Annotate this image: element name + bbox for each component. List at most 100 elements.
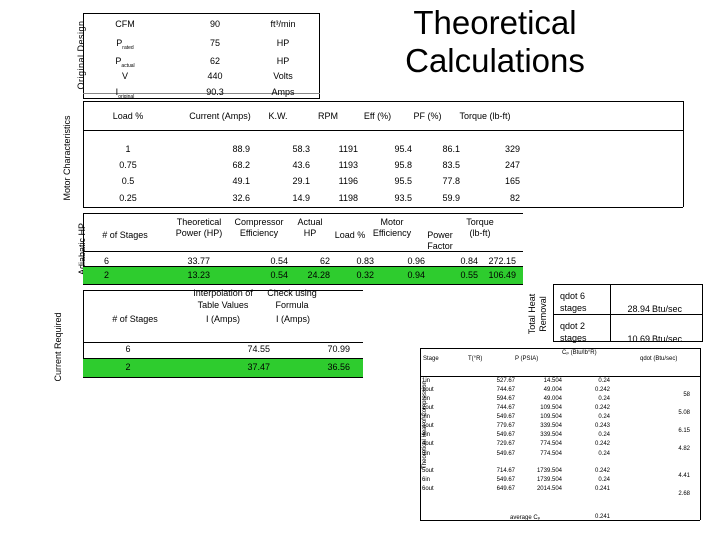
motor-cell: 83.5	[442, 160, 460, 170]
hc-stage-cell: 3in	[422, 414, 431, 420]
heat-removal-table	[553, 284, 703, 342]
hc-pressure-cell: 109.504	[540, 414, 562, 420]
adiabatic-cell: 62	[319, 256, 330, 266]
hc-temp-cell: 549.67	[496, 432, 515, 438]
hc-cp-cell: 0.24	[598, 432, 610, 438]
adiabatic-cell: 6	[104, 256, 110, 266]
adiabatic-header-cell: Motor Efficiency	[372, 217, 412, 238]
od-value: 90.3	[206, 87, 224, 97]
motor-cell: 93.5	[394, 193, 412, 203]
hc-qdot-cell: 6.15	[678, 428, 690, 434]
motor-cell: 82	[509, 193, 520, 203]
current-formula-cell: 70.99	[327, 344, 350, 354]
hc-pressure-cell: 339.504	[540, 423, 562, 429]
average-cp-label: average Cₚ	[510, 515, 541, 521]
hc-temp-cell: 527.67	[496, 378, 515, 384]
adiabatic-cell: 0.54	[270, 256, 288, 266]
od-param-label: Ioriginal	[115, 87, 135, 100]
hc-qdot-cell: 2.68	[678, 491, 690, 497]
hc-pressure-cell: 339.504	[540, 432, 562, 438]
motor-cell: 0.25	[119, 193, 137, 203]
od-unit: HP	[276, 56, 290, 66]
original-design-side-label: Original Design	[76, 20, 86, 90]
motor-cell: 49.1	[232, 176, 250, 186]
hc-temp-cell: 744.67	[496, 405, 515, 411]
hc-pressure-cell: 49.004	[543, 387, 562, 393]
current-interp-cell: 37.47	[247, 362, 270, 372]
heat-removal-unit: Btu/sec	[652, 304, 683, 314]
hc-header-cell: Stage	[423, 356, 439, 362]
motor-cell: 1191	[338, 144, 358, 154]
heat-removal-value: 10.69	[627, 334, 650, 344]
adiabatic-cell: 0.84	[460, 256, 478, 266]
hc-cp-cell: 0.241	[594, 486, 610, 492]
hc-stage-cell: 2out	[422, 405, 434, 411]
motor-cell: 86.1	[442, 144, 460, 154]
hc-pressure-cell: 1739.504	[536, 468, 562, 474]
motor-cell: 0.5	[121, 176, 135, 186]
hc-pressure-cell: 109.504	[540, 405, 562, 411]
adiabatic-cell: 0.96	[407, 256, 425, 266]
current-header-cell: Interpolation of Table Values	[193, 288, 253, 310]
heat-removal-value: 28.94	[627, 304, 650, 314]
hc-qdot-cell: 5.08	[678, 410, 690, 416]
current-side-label: Current Required	[53, 312, 63, 382]
current-header-cell: I (Amps)	[205, 314, 240, 324]
hc-stage-cell: 5out	[422, 468, 434, 474]
hc-stage-cell: 6out	[422, 486, 434, 492]
adiabatic-header-cell: Actual HP	[297, 217, 323, 238]
motor-cell: 43.6	[292, 160, 310, 170]
original-design-table	[83, 13, 320, 99]
motor-cell: 95.4	[394, 144, 412, 154]
hc-header-cell: qdot (Btu/sec)	[640, 356, 678, 362]
motor-cell: 29.1	[292, 176, 310, 186]
motor-cell: 1	[125, 144, 131, 154]
hc-pressure-cell: 1739.504	[536, 477, 562, 483]
hc-qdot-cell: 4.82	[678, 446, 690, 452]
od-value: 62	[209, 56, 220, 66]
motor-cell: 0.75	[119, 160, 137, 170]
adiabatic-cell: 0.32	[356, 270, 374, 280]
adiabatic-cell: 272.15	[488, 256, 516, 266]
hc-temp-cell: 744.67	[496, 387, 515, 393]
od-param-label: Pactual	[115, 56, 135, 69]
hc-cp-cell: 0.242	[594, 387, 610, 393]
hc-pressure-cell: 14.504	[543, 378, 562, 384]
od-unit: Amps	[271, 87, 295, 97]
motor-cell: 1198	[338, 193, 358, 203]
od-unit: Volts	[273, 71, 293, 81]
hc-stage-cell: 1out	[422, 387, 434, 393]
adiabatic-header-cell: Load %	[334, 230, 366, 240]
current-stages-cell: 2	[125, 362, 131, 372]
hc-cp-cell: 0.242	[594, 441, 610, 447]
motor-side-label: Motor Characteristics	[62, 115, 72, 201]
od-unit: ft³/min	[270, 19, 296, 29]
od-value: 90	[209, 19, 220, 29]
hc-cp-cell: 0.24	[598, 396, 610, 402]
motor-cell: 247	[504, 160, 520, 170]
hc-pressure-cell: 49.004	[543, 396, 562, 402]
adiabatic-header-cell: # of Stages	[102, 230, 148, 240]
motor-cell: 32.6	[232, 193, 250, 203]
hc-pressure-cell: 774.504	[540, 451, 562, 457]
current-interp-cell: 74.55	[247, 344, 270, 354]
hc-cp-cell: 0.24	[598, 477, 610, 483]
od-value: 440	[207, 71, 223, 81]
hc-temp-cell: 779.67	[496, 423, 515, 429]
motor-cell: 95.5	[394, 176, 412, 186]
motor-cell: 68.2	[232, 160, 250, 170]
adiabatic-cell: 24.28	[307, 270, 330, 280]
od-param-label: CFM	[115, 19, 135, 29]
hc-stage-cell: 5in	[422, 451, 431, 457]
od-unit: HP	[276, 38, 290, 48]
hc-header-cell: T(°R)	[468, 356, 483, 362]
adiabatic-cell: 0.94	[407, 270, 425, 280]
motor-cell: 95.8	[394, 160, 412, 170]
current-header-cell: I (Amps)	[275, 314, 310, 324]
adiabatic-cell: 13.23	[187, 270, 210, 280]
hc-temp-cell: 549.67	[496, 414, 515, 420]
current-highlight-row	[83, 359, 363, 377]
heat-removal-label: qdot 6 stages	[560, 291, 587, 313]
adiabatic-cell: 0.54	[270, 270, 288, 280]
hc-cp-cell: 0.24	[598, 451, 610, 457]
